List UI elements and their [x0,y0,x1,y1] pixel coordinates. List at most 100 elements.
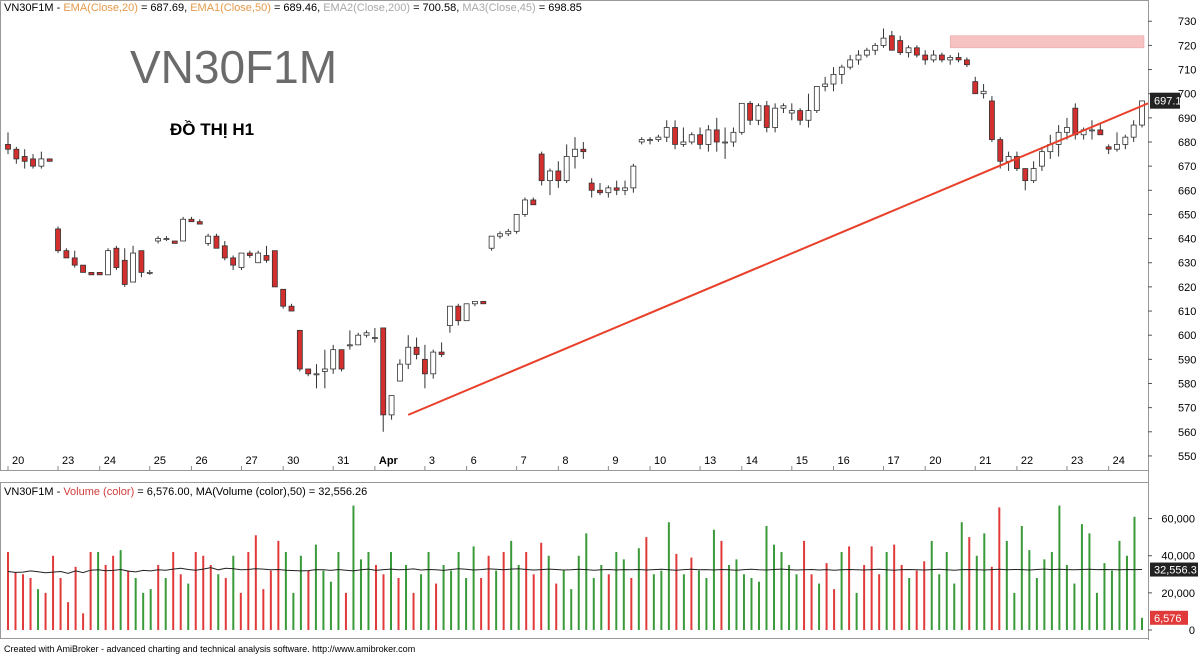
price-y-tick-label: 620 [1178,282,1196,294]
x-tick-label: 23 [62,455,74,467]
candle-body [888,35,895,51]
candle-body [1105,146,1112,150]
candle-body [772,107,779,128]
price-indicator-header: VN30F1M - EMA(Close,20) = 687.69, EMA1(C… [4,2,582,14]
candle-body [430,351,437,375]
candle-body [288,305,295,312]
candle-body [188,218,195,223]
candle-body [805,110,812,121]
candle-body [321,368,328,372]
candle-body [538,153,545,182]
candle-body [205,235,212,244]
candle-body [346,344,353,347]
candle-body [46,158,53,162]
volume-header-symbol: VN30F1M [4,486,54,498]
candle-body [597,189,603,194]
candle-body [455,305,462,322]
header-ema50-value: = 689.46, [270,2,324,14]
candle-body [1139,100,1145,126]
x-tick-label: 6 [471,455,477,467]
price-y-tick-label: 690 [1178,113,1196,125]
candle-body [989,100,995,140]
x-tick-label: 26 [195,455,207,467]
candle-body [121,259,128,285]
price-y-tick-label: 600 [1178,330,1196,342]
candle-body [422,358,428,375]
candle-body [80,264,86,273]
price-y-tick-label: 680 [1178,137,1196,149]
candle-body [722,141,728,144]
candle-body [313,373,320,376]
x-tick-label: 24 [104,455,116,467]
candle-body [438,351,445,355]
candle-body [1039,151,1045,167]
price-y-tick-label: 580 [1178,378,1196,390]
price-y-tick-label: 670 [1178,161,1196,173]
candle-body [622,187,628,191]
price-y-tick-label: 720 [1178,40,1196,52]
candle-body [1114,144,1120,150]
header-ema20-label: EMA(Close,20) [63,2,138,14]
candle-body [955,57,962,61]
volume-y-tick-label: 0 [1189,625,1195,637]
candle-body [55,228,61,252]
candle-body [838,66,845,75]
volume-y-tick-label: 20,000 [1161,588,1195,600]
trendline [407,102,1149,416]
candle-body [280,288,287,307]
candle-body [155,238,161,242]
candle-body [105,250,111,276]
x-tick-label: 15 [796,455,808,467]
candle-body [330,349,337,370]
candle-body [96,271,103,276]
candle-body [963,59,970,66]
candle-body [863,49,870,56]
candle-body [588,182,595,191]
candle-body [138,250,145,273]
candle-body [230,257,237,266]
candle-body [830,73,837,85]
candle-body [255,252,262,264]
candle-body [572,148,578,157]
price-y-tick-label: 560 [1178,427,1196,439]
candle-body [180,218,187,242]
price-y-tick-label: 550 [1178,451,1196,463]
candle-body [797,110,804,121]
x-tick-label: 31 [337,455,349,467]
candle-body [505,230,512,235]
header-ma45-label: MA3(Close,45) [462,2,536,14]
x-tick-label: 20 [12,455,24,467]
candle-body [897,40,904,54]
candle-body [38,158,45,167]
volume-header-value: = 6,576.00, [134,486,196,498]
candle-body [497,233,503,237]
candle-body [305,368,312,375]
candle-body [405,346,412,365]
candle-body [380,327,387,416]
candle-body [997,139,1004,162]
candle-body [480,300,487,305]
candle-body [522,199,528,215]
candle-body [738,102,745,133]
candle-body [1097,129,1104,136]
candle-body [547,170,553,182]
candle-body [238,252,245,268]
candle-body [730,131,737,143]
candle-body [788,110,795,114]
candle-body [780,105,787,109]
candle-body [396,363,403,382]
candle-body [905,47,912,54]
x-tick-label: Apr [379,455,399,467]
x-tick-label: 3 [429,455,435,467]
price-y-tick-label: 610 [1178,306,1196,318]
header-ema20-value: = 687.69, [137,2,191,14]
candle-body [1022,168,1029,182]
candle-body [913,47,920,56]
price-y-tick-label: 640 [1178,234,1196,246]
volume-y-tick-label: 60,000 [1161,514,1195,526]
header-ema50-label: EMA1(Close,50) [190,2,271,14]
candle-body [296,329,303,370]
candle-body [672,127,678,145]
candle-body [847,59,854,68]
x-tick-label: 9 [612,455,618,467]
